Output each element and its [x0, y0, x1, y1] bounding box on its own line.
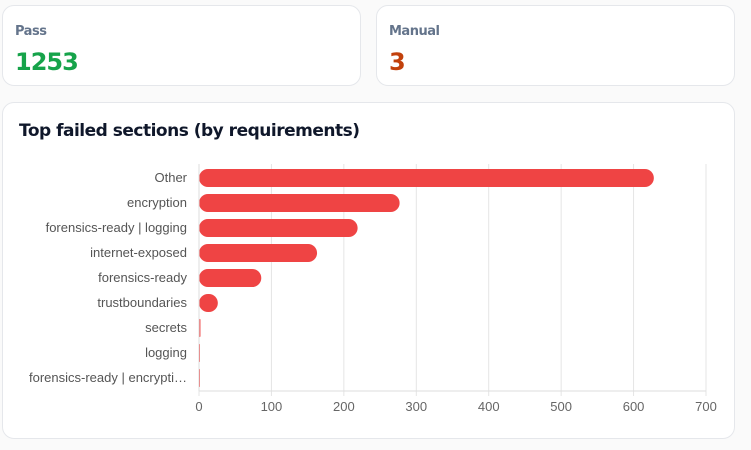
- chart-title: Top failed sections (by requirements): [19, 121, 360, 141]
- pass-card: Pass 1253: [2, 5, 361, 86]
- bar: [199, 244, 318, 262]
- manual-label: Manual: [389, 24, 440, 39]
- x-tick-label: 500: [550, 399, 572, 414]
- x-tick-label: 100: [261, 399, 283, 414]
- chart-card: Top failed sections (by requirements) 0 1…: [2, 102, 735, 439]
- y-tick-label: Other: [154, 170, 187, 185]
- bar: [199, 269, 262, 287]
- y-tick-label: forensics-ready | logging: [46, 220, 187, 235]
- bar-chart: 0 100 200 300 400 500 600 700 Other encryption for…: [29, 164, 717, 414]
- y-tick-label: forensics-ready: [98, 270, 187, 285]
- y-tick-label: internet-exposed: [90, 245, 187, 260]
- bar: [199, 219, 358, 237]
- y-tick-label: trustboundaries: [97, 295, 187, 310]
- y-tick-label: encryption: [127, 195, 187, 210]
- x-tick-label: 300: [405, 399, 427, 414]
- bar: [199, 194, 400, 212]
- y-tick-label: secrets: [145, 320, 187, 335]
- y-tick-label: forensics-ready | encrypti…: [29, 370, 187, 385]
- pass-value: 1253: [15, 48, 79, 76]
- x-tick-label: 200: [333, 399, 355, 414]
- x-tick-label: 0: [195, 399, 202, 414]
- x-tick-label: 600: [623, 399, 645, 414]
- bar: [199, 169, 654, 187]
- x-tick-label: 400: [478, 399, 500, 414]
- y-tick-label: logging: [145, 345, 187, 360]
- pass-label: Pass: [15, 24, 47, 39]
- bar: [199, 294, 218, 312]
- manual-card: Manual 3: [376, 5, 735, 86]
- x-tick-label: 700: [695, 399, 717, 414]
- manual-value: 3: [389, 48, 406, 76]
